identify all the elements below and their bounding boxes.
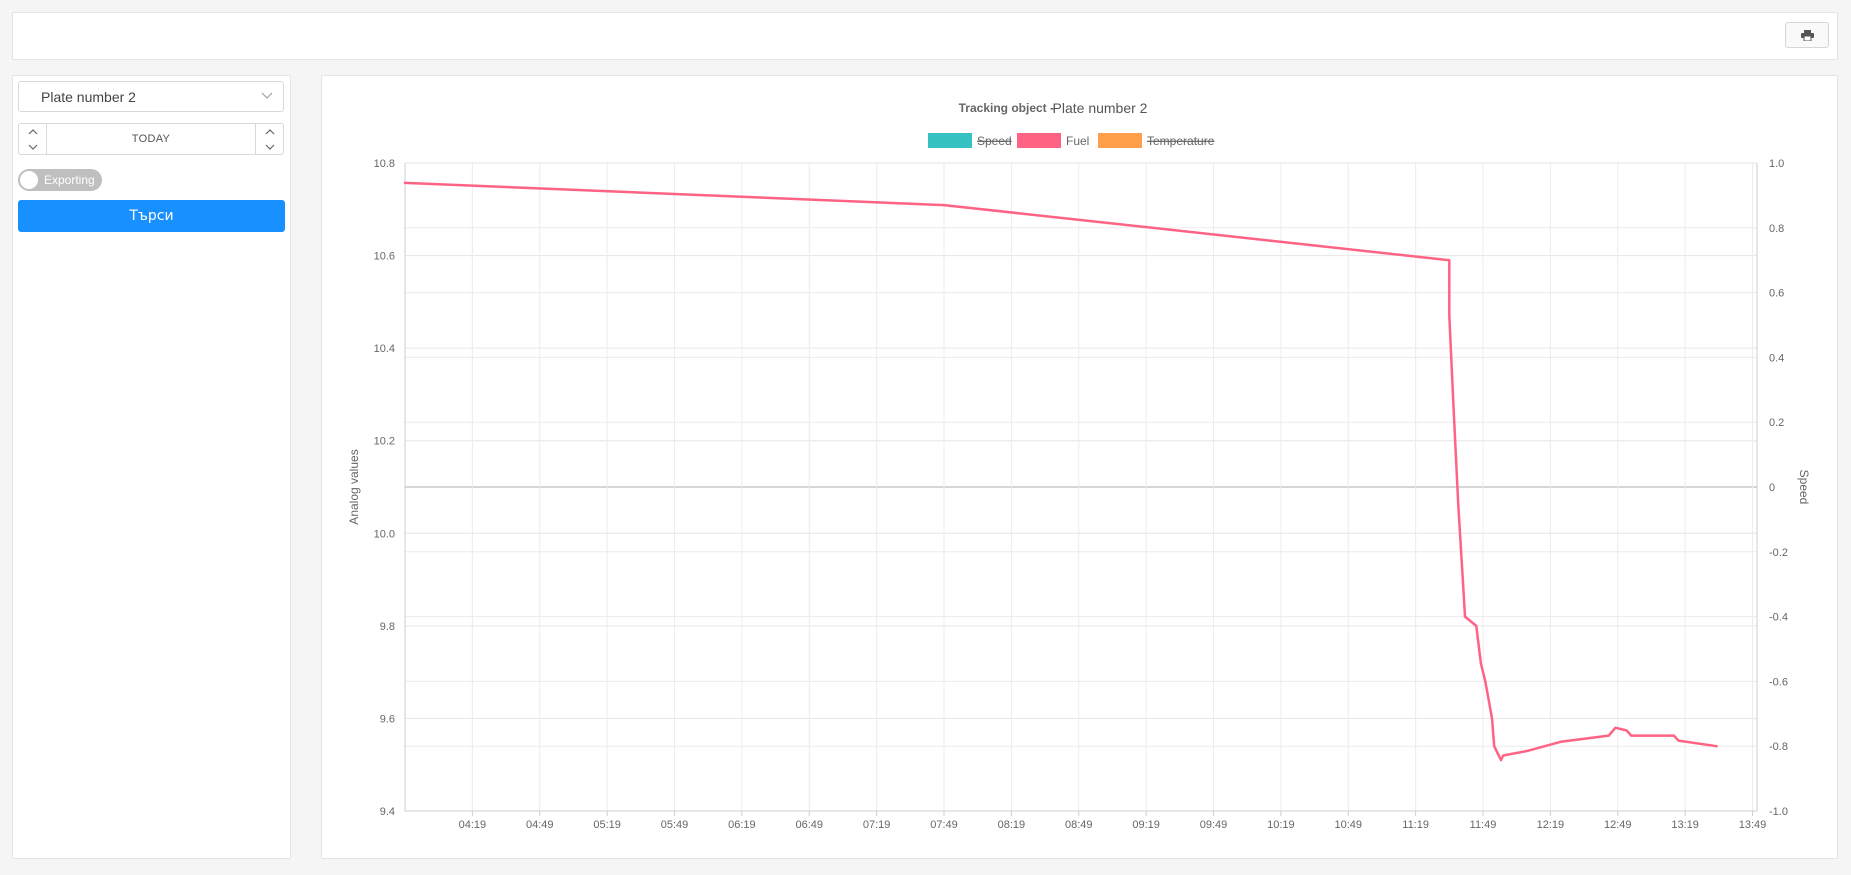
tracking-object-select[interactable]: Plate number 2 xyxy=(18,81,284,112)
left-tick-label: 9.6 xyxy=(380,713,395,725)
right-tick-label: 0.4 xyxy=(1769,352,1784,364)
toggle-knob xyxy=(20,171,38,189)
x-tick-label: 08:49 xyxy=(1065,819,1093,831)
right-tick-label: 0.6 xyxy=(1769,288,1784,300)
x-tick-label: 06:19 xyxy=(728,819,756,831)
x-tick-label: 09:19 xyxy=(1132,819,1160,831)
left-tick-label: 10.2 xyxy=(374,436,395,448)
legend-label-temperature: Temperature xyxy=(1147,134,1215,148)
tracking-object-value: Plate number 2 xyxy=(41,89,136,105)
x-tick-label: 04:49 xyxy=(526,819,554,831)
right-tick-label: 1.0 xyxy=(1769,158,1784,170)
x-tick-label: 11:49 xyxy=(1470,819,1497,831)
legend-label-speed: Speed xyxy=(977,134,1012,148)
exporting-toggle[interactable]: Exporting xyxy=(18,169,102,191)
chart-title-label: Tracking object - xyxy=(959,101,1054,115)
legend-swatch-speed xyxy=(928,133,972,148)
x-tick-label: 04:19 xyxy=(459,819,487,831)
x-tick-label: 05:49 xyxy=(661,819,689,831)
left-tick-label: 10.8 xyxy=(374,158,395,170)
date-range-label[interactable]: TODAY xyxy=(131,133,171,145)
left-tick-label: 9.8 xyxy=(380,621,395,633)
left-tick-label: 9.4 xyxy=(380,806,395,818)
x-tick-label: 06:49 xyxy=(795,819,823,831)
x-tick-label: 12:49 xyxy=(1604,819,1632,831)
x-tick-label: 05:19 xyxy=(593,819,621,831)
right-tick-label: 0.2 xyxy=(1769,417,1784,429)
left-tick-label: 10.0 xyxy=(374,528,395,540)
right-up-arrow-icon[interactable] xyxy=(256,124,283,139)
left-up-arrow-icon[interactable] xyxy=(19,124,46,139)
left-tick-label: 10.4 xyxy=(374,343,395,355)
date-range-control: TODAY xyxy=(18,123,284,155)
chevron-down-icon xyxy=(261,92,273,99)
filter-sidebar: Plate number 2 TODAY Exporting Търси xyxy=(12,75,291,859)
printer-icon xyxy=(1800,29,1814,41)
search-button[interactable]: Търси xyxy=(18,200,285,232)
right-tick-label: -1.0 xyxy=(1769,806,1788,818)
left-stepper xyxy=(19,124,47,154)
x-tick-label: 07:49 xyxy=(930,819,958,831)
series-line-fuel xyxy=(403,181,1718,762)
x-tick-label: 11:19 xyxy=(1402,819,1429,831)
right-stepper xyxy=(255,124,283,154)
right-tick-label: -0.8 xyxy=(1769,741,1788,753)
right-tick-label: 0 xyxy=(1769,482,1775,494)
top-toolbar xyxy=(12,12,1838,60)
x-tick-label: 13:49 xyxy=(1739,819,1767,831)
exporting-toggle-label: Exporting xyxy=(44,173,95,187)
y-right-axis-title: Speed xyxy=(1797,470,1811,505)
x-tick-label: 13:19 xyxy=(1671,819,1699,831)
x-tick-label: 08:19 xyxy=(998,819,1026,831)
x-tick-label: 12:19 xyxy=(1537,819,1565,831)
legend-label-fuel: Fuel xyxy=(1066,134,1089,148)
legend-swatch-temperature xyxy=(1098,133,1142,148)
fuel-chart: Tracking object -Plate number 2 Speed Fuel… xyxy=(347,100,1811,831)
x-tick-label: 09:49 xyxy=(1200,819,1228,831)
right-tick-label: -0.6 xyxy=(1769,676,1788,688)
right-down-arrow-icon[interactable] xyxy=(256,139,283,154)
print-button[interactable] xyxy=(1785,22,1829,48)
right-tick-label: 0.8 xyxy=(1769,223,1784,235)
y-left-axis-title: Analog values xyxy=(347,449,361,524)
chart-title-value: Plate number 2 xyxy=(1053,100,1148,116)
left-down-arrow-icon[interactable] xyxy=(19,139,46,154)
right-tick-label: -0.2 xyxy=(1769,547,1788,559)
left-tick-label: 10.6 xyxy=(374,251,395,263)
x-tick-label: 07:19 xyxy=(863,819,891,831)
x-tick-label: 10:49 xyxy=(1334,819,1362,831)
x-tick-label: 10:19 xyxy=(1267,819,1295,831)
legend-swatch-fuel xyxy=(1017,133,1061,148)
right-tick-label: -0.4 xyxy=(1769,612,1788,624)
chart-panel: Tracking object - Plate number 2 Speed Fuel… xyxy=(321,75,1838,859)
